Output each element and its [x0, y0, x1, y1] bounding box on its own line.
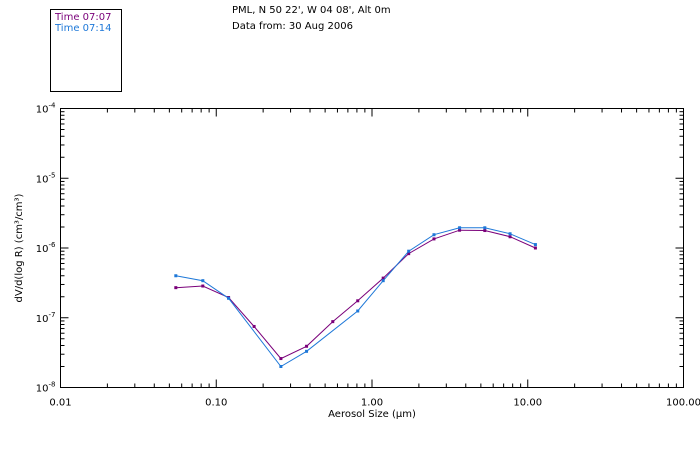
x-tick-label: 1.00 — [361, 398, 383, 409]
y-axis-label: dV/d(log R) (cm³/cm³) — [14, 193, 25, 302]
legend-entry-1: Time 07:07 — [54, 12, 111, 23]
series-2-point — [174, 274, 178, 278]
y-tick-label: 10-4 — [36, 102, 56, 116]
series-2-point — [227, 296, 231, 300]
series-1-point — [483, 229, 487, 233]
x-tick-label: 0.01 — [49, 398, 71, 409]
series-2-point — [356, 309, 360, 313]
x-axis-label: Aerosol Size (µm) — [328, 409, 416, 420]
series-1-point — [432, 237, 436, 241]
series-1-point — [458, 228, 462, 232]
series-1-point — [533, 246, 537, 250]
series-2-point — [432, 233, 436, 237]
series-2-point — [533, 243, 537, 247]
y-tick-label: 10-5 — [36, 171, 56, 185]
legend-box — [50, 9, 122, 92]
series-2-point — [508, 232, 512, 236]
y-tick-label: 10-6 — [36, 241, 56, 255]
series-1-point — [331, 320, 335, 324]
series-2-point — [458, 226, 462, 230]
series-2-point — [483, 226, 487, 230]
series-layer — [174, 226, 537, 369]
series-2-point — [279, 365, 283, 369]
series-1-point — [252, 324, 256, 328]
series-1-point — [356, 299, 360, 303]
y-tick-label: 10-7 — [36, 311, 56, 325]
series-1-point — [201, 284, 205, 288]
series-2-point — [381, 279, 385, 283]
header-date: Data from: 30 Aug 2006 — [232, 21, 353, 32]
axis-ticks: 0.01 0.10 1.00 10.00 100.00 10-8 10-7 10-6 10-5 1… — [36, 102, 700, 409]
series-1-point — [407, 252, 411, 256]
x-tick-label: 10.00 — [513, 398, 542, 409]
series-line-1 — [175, 229, 536, 360]
series-2-point — [201, 279, 205, 283]
series-2-point — [305, 349, 309, 353]
series-2-point — [407, 249, 411, 253]
legend-entry-2: Time 07:14 — [54, 23, 111, 34]
series-1-point — [305, 344, 309, 348]
x-tick-label: 0.10 — [205, 398, 227, 409]
series-1-point — [174, 286, 178, 290]
series-1-point — [279, 357, 283, 361]
series-1-point — [508, 235, 512, 239]
x-tick-label: 100.00 — [666, 398, 700, 409]
series-1-point — [381, 276, 385, 280]
header-location: PML, N 50 22', W 04 08', Alt 0m — [232, 5, 391, 16]
plot-frame — [60, 108, 684, 388]
y-tick-label: 10-8 — [36, 381, 56, 395]
